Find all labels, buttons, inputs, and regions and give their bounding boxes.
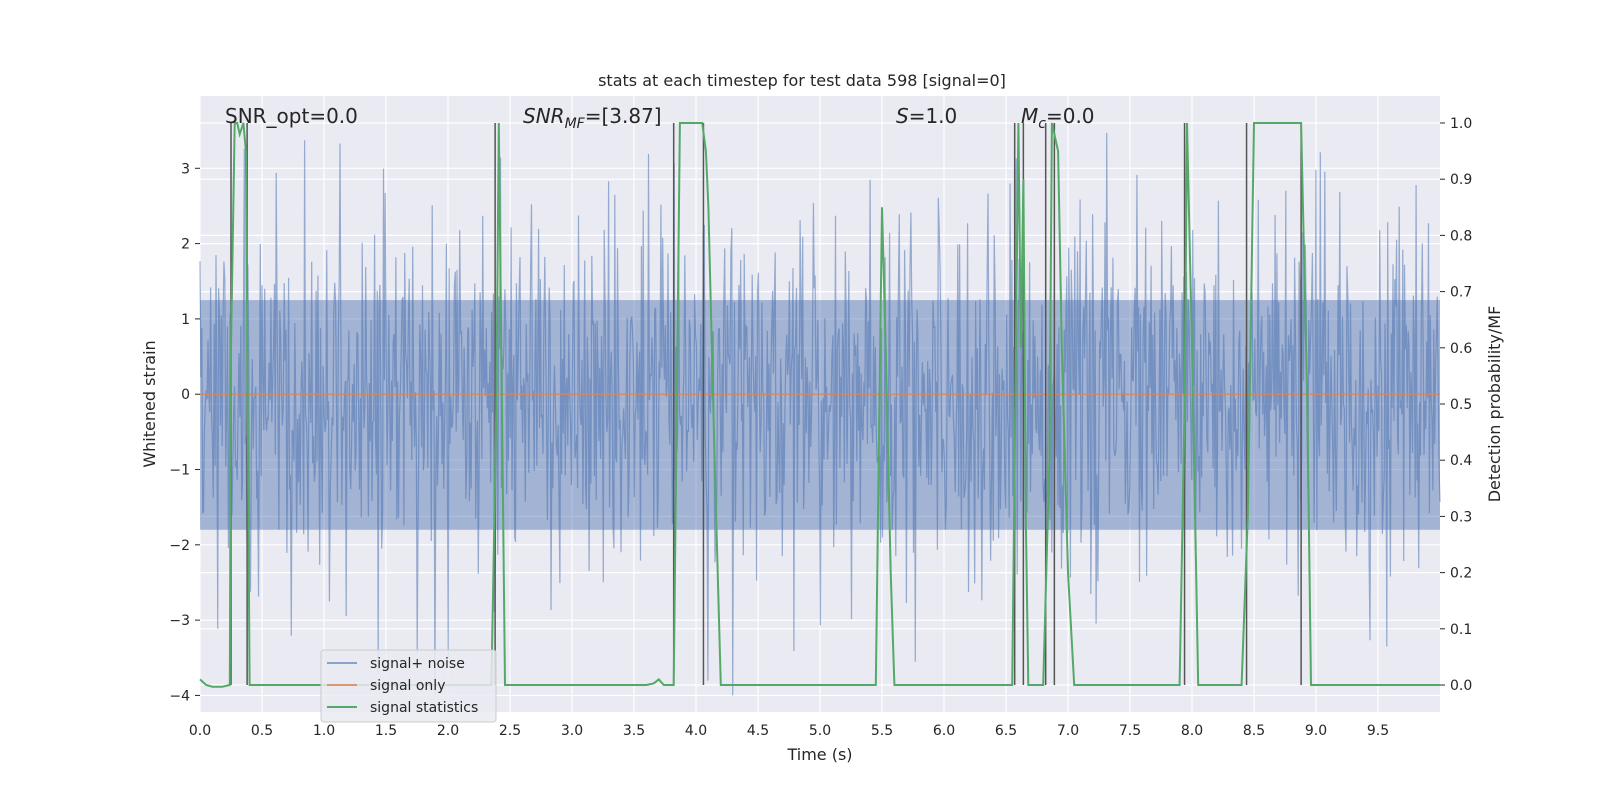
y-tick-label-1: 2 xyxy=(181,237,190,253)
y2-ticks: 1.0 0.9 0.8 0.7 0.6 0.5 0.4 0.3 0.2 0.1 0.0 xyxy=(1440,116,1472,694)
legend-label-signal-noise: signal+ noise xyxy=(370,656,465,672)
x-tick-label-0: 0.0 xyxy=(189,723,211,739)
annotation-s-value: =1.0 xyxy=(909,104,958,128)
annotation-s: S=1.0 xyxy=(896,104,957,128)
y2-tick-label-8: 0.2 xyxy=(1450,566,1472,582)
y-tick-label-7: −4 xyxy=(169,688,190,704)
x-tick-label-11: 5.5 xyxy=(871,723,893,739)
y-tick-label-0: 3 xyxy=(181,161,190,177)
y-tick-label-3: 0 xyxy=(181,387,190,403)
y2-tick-label-9: 0.1 xyxy=(1450,622,1472,638)
x-axis-label: Time (s) xyxy=(786,745,852,764)
y2-tick-label-1: 0.9 xyxy=(1450,172,1472,188)
legend-box xyxy=(320,649,497,723)
x-tick-label-10: 5.0 xyxy=(809,723,831,739)
x-tick-label-8: 4.0 xyxy=(685,723,707,739)
annotation-mc-main: M xyxy=(1021,104,1038,128)
legend: signal+ noise signal only signal statist… xyxy=(320,649,497,723)
x-tick-label-1: 0.5 xyxy=(251,723,273,739)
y-tick-label-2: 1 xyxy=(181,312,190,328)
annotation-snr-opt: SNR_opt=0.0 xyxy=(225,104,358,128)
x-tick-label-6: 3.0 xyxy=(561,723,583,739)
chart-title: stats at each timestep for test data 598… xyxy=(598,71,1006,90)
y2-tick-label-0: 1.0 xyxy=(1450,116,1472,132)
annotation-s-main: S xyxy=(896,104,909,128)
x-tick-label-17: 8.5 xyxy=(1243,723,1265,739)
noise-core-band xyxy=(200,300,1440,530)
x-tick-label-9: 4.5 xyxy=(747,723,769,739)
x-tick-label-3: 1.5 xyxy=(375,723,397,739)
series-signal-noise xyxy=(199,132,1441,696)
x-tick-label-4: 2.0 xyxy=(437,723,459,739)
annotation-snr-mf-sub: MF xyxy=(565,116,586,132)
x-tick-label-18: 9.0 xyxy=(1305,723,1327,739)
x-tick-label-12: 6.0 xyxy=(933,723,955,739)
y2-tick-label-7: 0.3 xyxy=(1450,509,1472,525)
y-axis-label: Whitened strain xyxy=(140,340,159,467)
y2-tick-label-5: 0.5 xyxy=(1450,397,1472,413)
y2-tick-label-2: 0.8 xyxy=(1450,228,1472,244)
x-tick-label-16: 8.0 xyxy=(1181,723,1203,739)
x-tick-label-7: 3.5 xyxy=(623,723,645,739)
annotation-snr-mf: SNRMF=[3.87] xyxy=(523,104,662,132)
legend-label-signal-statistics: signal statistics xyxy=(370,700,478,716)
annotation-mc-sub: c xyxy=(1038,116,1046,132)
x-tick-label-15: 7.5 xyxy=(1119,723,1141,739)
x-tick-label-14: 7.0 xyxy=(1057,723,1079,739)
x-tick-label-2: 1.0 xyxy=(313,723,335,739)
annotation-snr-mf-main: SNR xyxy=(523,104,565,128)
y2-axis-label: Detection probability/MF xyxy=(1485,306,1504,503)
annotation-mc: Mc=0.0 xyxy=(1021,104,1095,132)
x-ticks: 0.0 0.5 1.0 1.5 2.0 2.5 3.0 3.5 4.0 4.5 5.0 5.5 6.0 6… xyxy=(189,723,1389,739)
x-tick-label-13: 6.5 xyxy=(995,723,1017,739)
y-tick-label-5: −2 xyxy=(169,538,190,554)
x-tick-label-5: 2.5 xyxy=(499,723,521,739)
y-ticks: 3 2 1 0 −1 −2 −3 −4 xyxy=(169,161,200,704)
y2-tick-label-4: 0.6 xyxy=(1450,341,1472,357)
y2-tick-label-10: 0.0 xyxy=(1450,678,1472,694)
x-tick-label-19: 9.5 xyxy=(1367,723,1389,739)
annotation-snr-mf-value: =[3.87] xyxy=(585,104,662,128)
series-signal-statistics xyxy=(199,122,1440,688)
y2-tick-label-3: 0.7 xyxy=(1450,285,1472,301)
noise-trace xyxy=(199,132,1441,696)
legend-label-signal-only: signal only xyxy=(370,678,445,694)
y2-tick-label-6: 0.4 xyxy=(1450,453,1472,469)
y-tick-label-6: −3 xyxy=(169,613,190,629)
y-tick-label-4: −1 xyxy=(169,463,190,479)
annotation-mc-value: =0.0 xyxy=(1046,104,1095,128)
